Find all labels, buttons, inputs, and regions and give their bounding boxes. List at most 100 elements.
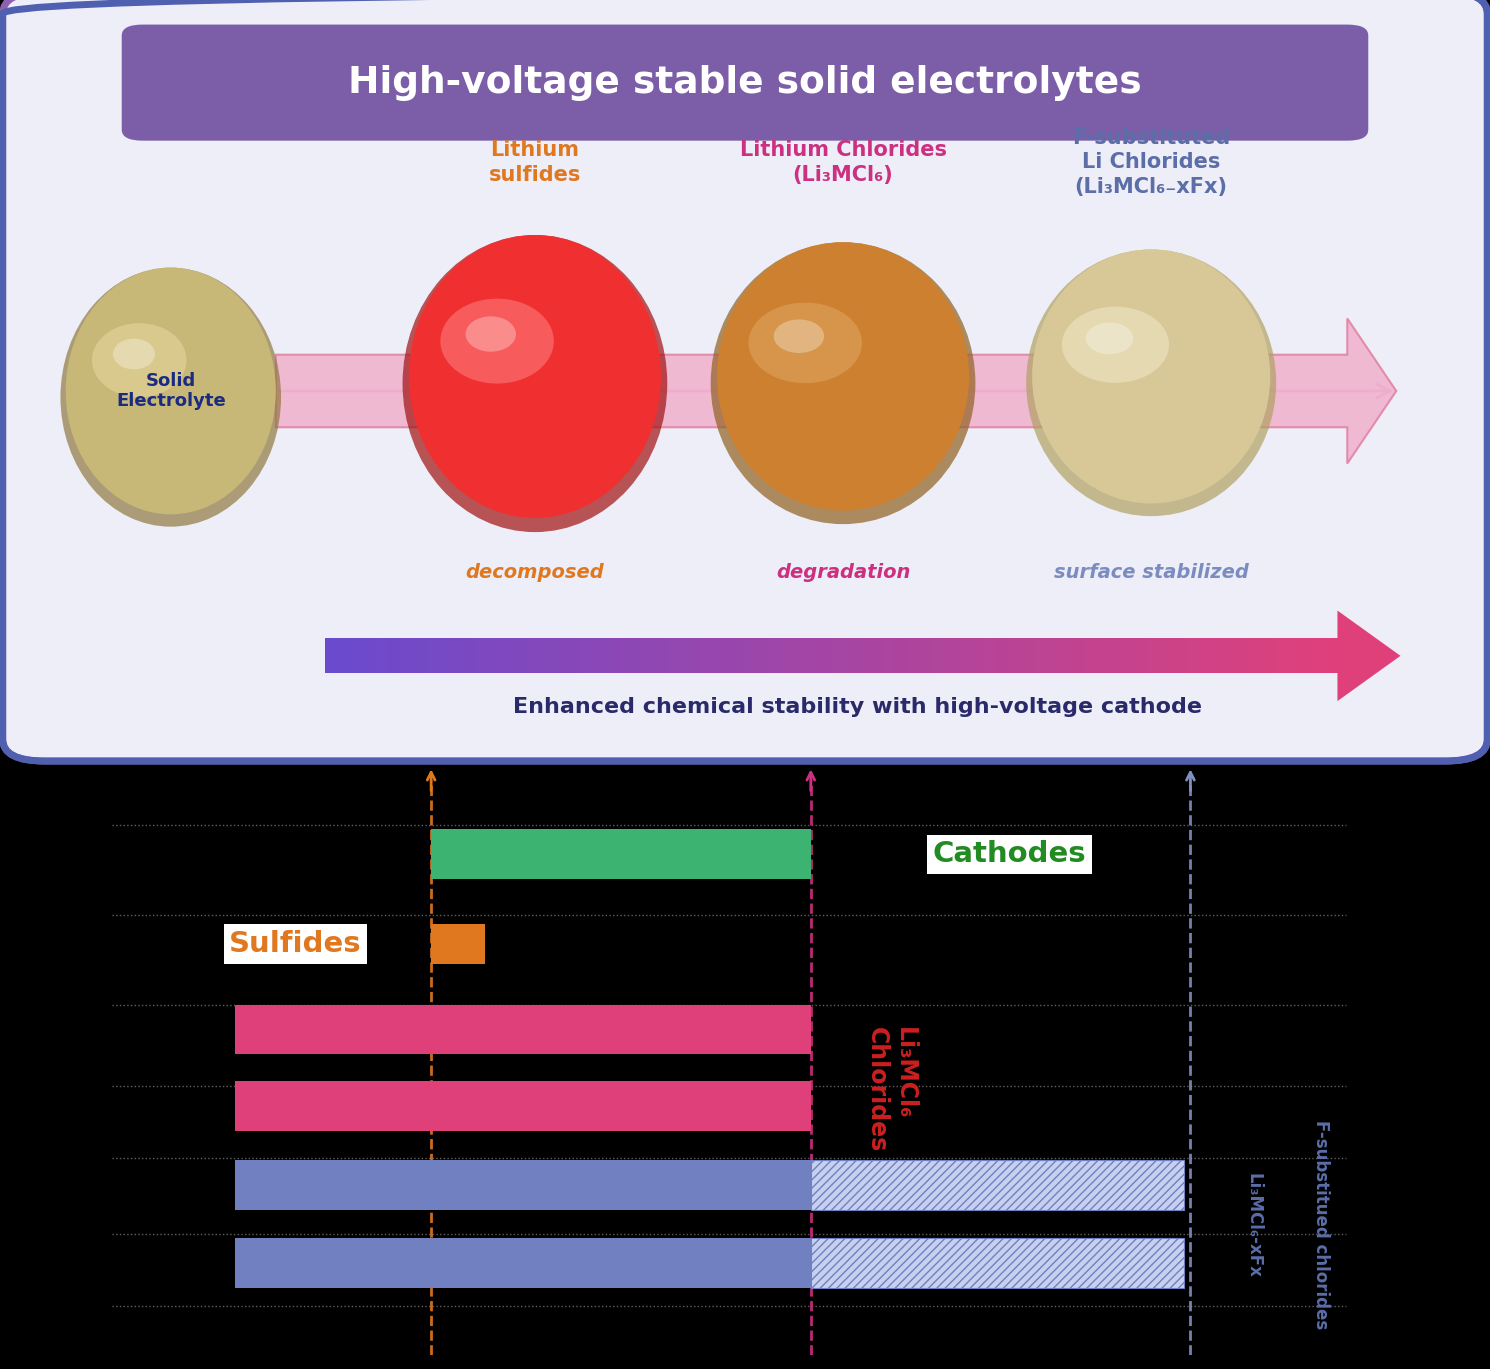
Bar <box>1325 638 1340 674</box>
Bar <box>1223 638 1238 674</box>
Text: Lithium Chlorides
(Li₃MCl₆): Lithium Chlorides (Li₃MCl₆) <box>739 140 946 185</box>
Bar <box>793 638 808 674</box>
Bar <box>811 1160 1183 1210</box>
Bar <box>1249 638 1264 674</box>
Bar <box>234 1005 811 1054</box>
Bar <box>1110 638 1123 674</box>
Bar <box>679 638 693 674</box>
FancyBboxPatch shape <box>122 25 1368 141</box>
Bar <box>1009 638 1022 674</box>
Bar <box>806 638 820 674</box>
Bar <box>1161 638 1174 674</box>
Bar <box>1059 638 1073 674</box>
Text: F-substitued chlorides: F-substitued chlorides <box>1313 1120 1331 1329</box>
Bar <box>438 638 453 674</box>
Ellipse shape <box>61 268 282 527</box>
Bar <box>1186 638 1199 674</box>
Bar <box>1262 638 1275 674</box>
Ellipse shape <box>1033 249 1269 504</box>
Bar <box>919 638 934 674</box>
Bar <box>666 638 681 674</box>
Bar <box>755 638 769 674</box>
Bar <box>431 830 811 879</box>
FancyBboxPatch shape <box>3 0 1487 761</box>
Text: Li₃MCl₆-xFx: Li₃MCl₆-xFx <box>1244 1172 1262 1277</box>
Text: F-substituted
Li Chlorides
(Li₃MCl₆₋xFx): F-substituted Li Chlorides (Li₃MCl₆₋xFx) <box>1071 127 1231 197</box>
Ellipse shape <box>92 323 186 397</box>
Bar <box>1135 638 1149 674</box>
Bar <box>1211 638 1225 674</box>
Bar <box>882 638 895 674</box>
Bar <box>1237 638 1250 674</box>
Bar <box>1085 638 1098 674</box>
Bar <box>907 638 921 674</box>
Ellipse shape <box>408 235 662 517</box>
Bar <box>401 638 414 674</box>
Ellipse shape <box>113 338 155 370</box>
Bar <box>325 638 338 674</box>
Bar <box>654 638 668 674</box>
Bar <box>1287 638 1301 674</box>
Bar <box>843 638 858 674</box>
Text: Enhanced chemical stability with high-voltage cathode: Enhanced chemical stability with high-vo… <box>513 697 1201 716</box>
Bar <box>945 638 960 674</box>
Bar <box>1021 638 1036 674</box>
Bar <box>1198 638 1213 674</box>
Bar <box>717 638 732 674</box>
Bar <box>767 638 782 674</box>
Bar <box>362 638 377 674</box>
Bar <box>527 638 541 674</box>
Bar <box>234 1082 811 1131</box>
Ellipse shape <box>66 268 276 515</box>
Bar <box>451 638 465 674</box>
Bar <box>477 638 490 674</box>
Bar <box>1097 638 1112 674</box>
Bar <box>350 638 364 674</box>
Bar <box>489 638 504 674</box>
Ellipse shape <box>402 235 668 533</box>
Text: High-voltage stable solid electrolytes: High-voltage stable solid electrolytes <box>349 64 1141 100</box>
Bar <box>857 638 870 674</box>
Bar <box>691 638 706 674</box>
Text: Solid
Electrolyte: Solid Electrolyte <box>116 371 225 411</box>
Bar <box>995 638 1010 674</box>
Ellipse shape <box>773 319 824 353</box>
Bar <box>818 638 833 674</box>
Bar <box>426 638 440 674</box>
Bar <box>413 638 428 674</box>
Bar <box>539 638 554 674</box>
Bar <box>502 638 516 674</box>
Text: surface stabilized: surface stabilized <box>1053 563 1249 582</box>
Bar <box>603 638 617 674</box>
Ellipse shape <box>1027 249 1275 516</box>
Bar <box>641 638 656 674</box>
Bar <box>1034 638 1047 674</box>
Bar <box>1071 638 1086 674</box>
Text: decomposed: decomposed <box>465 563 605 582</box>
Ellipse shape <box>1062 307 1170 383</box>
Bar <box>337 638 352 674</box>
Bar <box>983 638 997 674</box>
Bar <box>387 638 402 674</box>
Bar <box>1274 638 1289 674</box>
Text: degradation: degradation <box>776 563 910 582</box>
Polygon shape <box>276 319 1396 464</box>
Bar <box>375 638 389 674</box>
Bar <box>705 638 718 674</box>
Ellipse shape <box>711 242 976 524</box>
Bar <box>463 638 478 674</box>
Bar <box>590 638 605 674</box>
Ellipse shape <box>717 242 968 511</box>
Text: Lithium
sulfides: Lithium sulfides <box>489 140 581 185</box>
Bar <box>578 638 592 674</box>
Bar <box>1299 638 1314 674</box>
Bar <box>894 638 909 674</box>
Text: Cathodes: Cathodes <box>933 841 1086 868</box>
Ellipse shape <box>465 316 516 352</box>
Bar <box>933 638 946 674</box>
Bar <box>514 638 529 674</box>
Bar <box>831 638 845 674</box>
Bar <box>615 638 630 674</box>
Bar <box>234 1160 811 1210</box>
Bar <box>1122 638 1137 674</box>
